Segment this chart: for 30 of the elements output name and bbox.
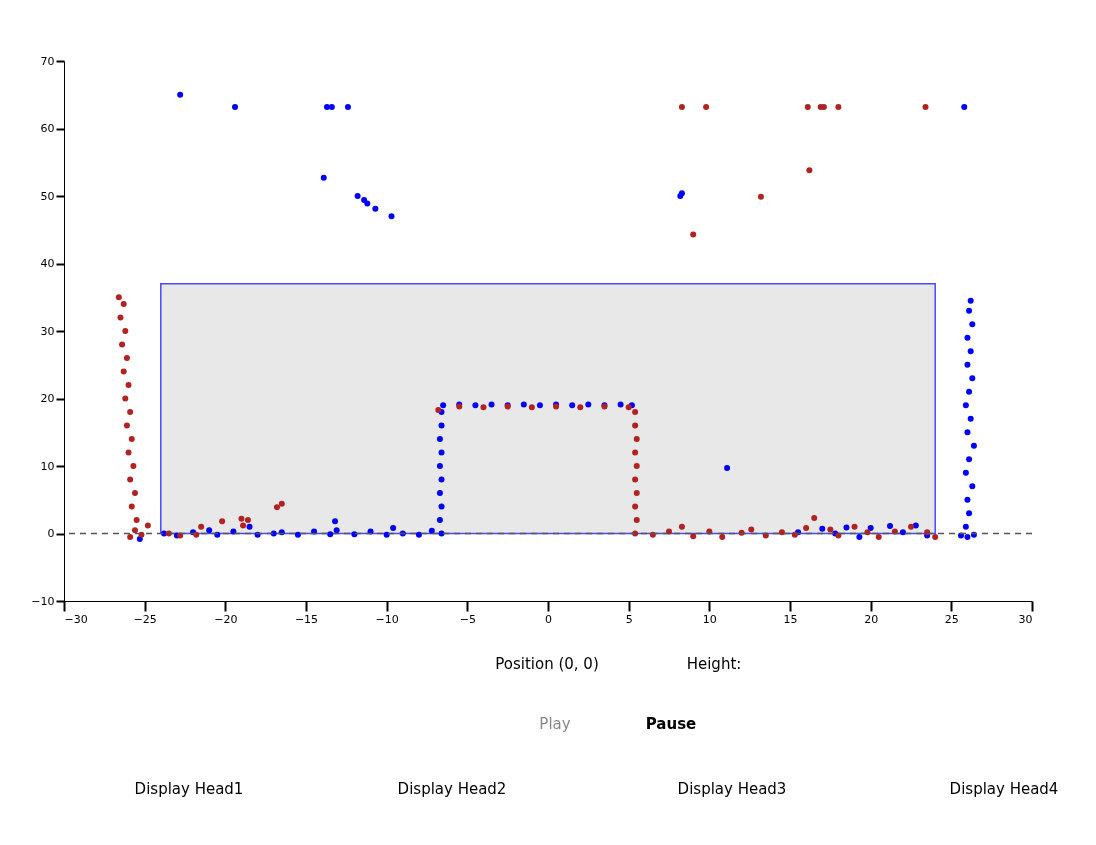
x-tick-label: −20 bbox=[214, 612, 238, 626]
y-tick-label: 50 bbox=[40, 189, 55, 203]
x-tick-label: 10 bbox=[702, 612, 717, 626]
x-tick-label: −15 bbox=[294, 612, 319, 626]
x-tick-label: 25 bbox=[944, 612, 959, 626]
text: Display Head2 bbox=[397, 780, 507, 798]
text: Display Head3 bbox=[677, 780, 787, 798]
y-tick-label: −10 bbox=[31, 594, 55, 608]
text: Display Head1 bbox=[134, 780, 244, 798]
y-tick-label: 10 bbox=[40, 459, 55, 473]
x-tick-label: −10 bbox=[375, 612, 399, 626]
y-tick-label: 70 bbox=[40, 54, 55, 68]
text: Play bbox=[539, 715, 571, 733]
y-tick-label: 20 bbox=[40, 392, 55, 405]
x-tick-label: −25 bbox=[133, 612, 157, 626]
y-tick-label: 0 bbox=[47, 527, 55, 540]
y-tick-label: 60 bbox=[40, 122, 55, 135]
x-tick-label: 20 bbox=[864, 612, 879, 626]
y-tick-label: 40 bbox=[40, 257, 55, 270]
x-tick-label: 15 bbox=[783, 612, 798, 626]
text: Height: bbox=[686, 655, 742, 673]
y-tick-label: 30 bbox=[40, 324, 55, 338]
text: Display Head4 bbox=[949, 780, 1059, 798]
text: Position (0, 0) bbox=[495, 655, 599, 673]
x-tick-label: 30 bbox=[1018, 612, 1033, 626]
x-tick-label: 5 bbox=[625, 612, 633, 626]
x-tick-label: −30 bbox=[64, 612, 88, 626]
text: Pause bbox=[645, 715, 697, 733]
x-tick-label: −5 bbox=[459, 612, 476, 626]
x-tick-label: 0 bbox=[545, 612, 552, 626]
